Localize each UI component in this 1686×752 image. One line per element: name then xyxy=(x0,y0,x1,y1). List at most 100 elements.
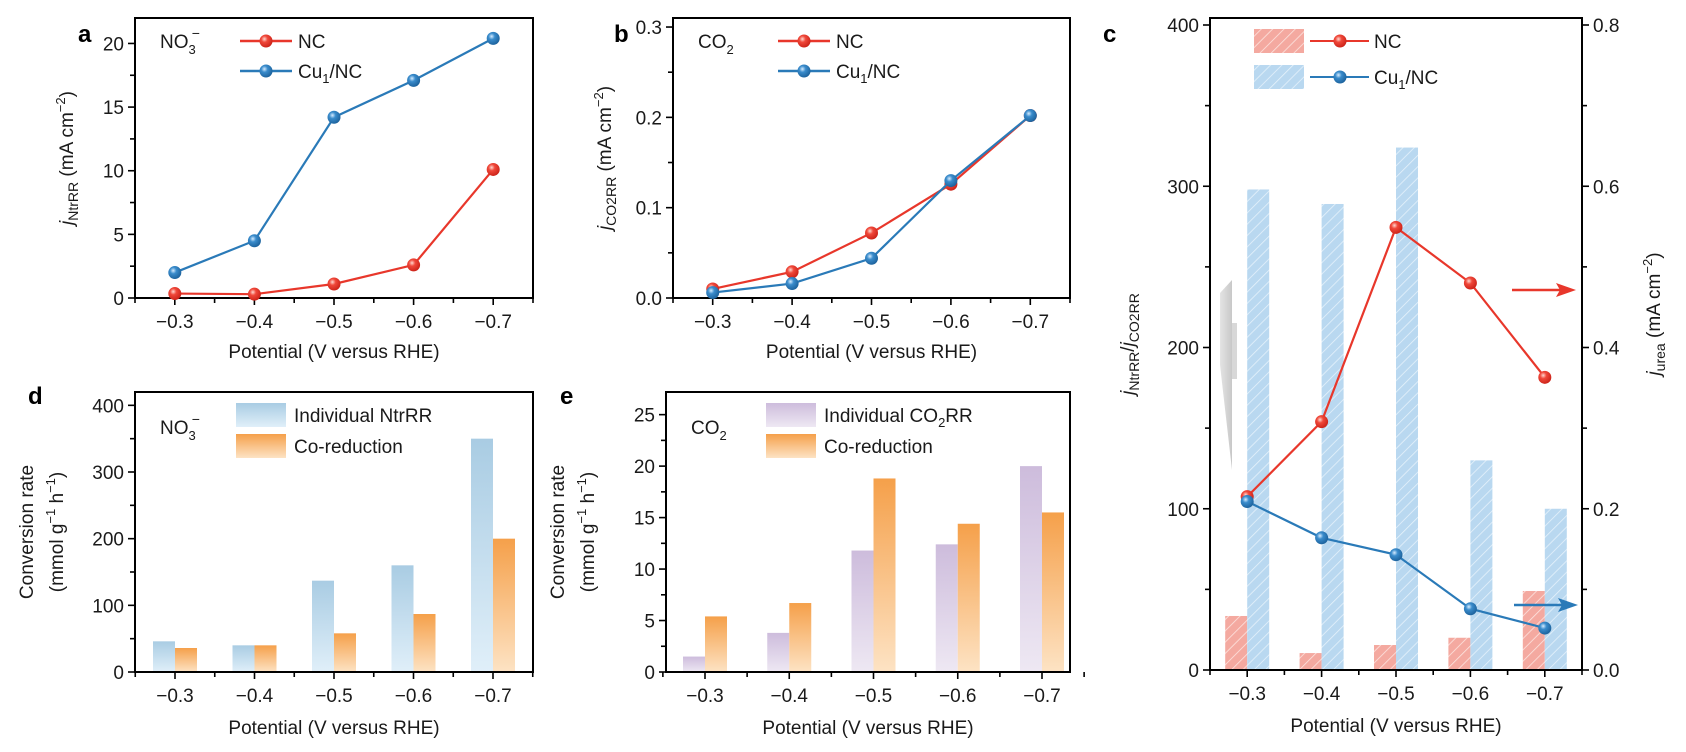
data-point xyxy=(327,110,341,124)
bar xyxy=(175,648,197,672)
legend-bar-swatch xyxy=(1254,65,1304,89)
y-tick-label: 0 xyxy=(644,663,655,684)
bar xyxy=(413,614,436,672)
legend-item: Cu1/NC xyxy=(240,62,362,86)
legend-marker xyxy=(1333,34,1347,48)
data-point xyxy=(785,265,799,279)
red-arrow-right xyxy=(1512,283,1576,297)
x-tick-label: −0.7 xyxy=(1526,684,1564,705)
bar xyxy=(1470,460,1493,670)
legend-marker xyxy=(259,34,273,48)
legend-label: Individual NtrRR xyxy=(294,406,432,427)
bar xyxy=(705,616,727,672)
data-point xyxy=(785,277,799,291)
x-axis-label: Potential (V versus RHE) xyxy=(766,342,977,363)
bar xyxy=(1374,645,1396,670)
y-left-axis-label: jNtrRR/jCO2RR xyxy=(1118,293,1142,398)
data-point xyxy=(1538,370,1552,384)
bars-co-reduction xyxy=(705,478,1064,672)
bar xyxy=(1042,512,1064,672)
x-axis-label: Potential (V versus RHE) xyxy=(228,718,439,739)
data-point xyxy=(1389,220,1403,234)
legend-item: Co-reduction xyxy=(766,434,933,458)
data-point xyxy=(486,162,500,176)
arrow-head xyxy=(1558,598,1578,612)
legend-item: Cu1/NC xyxy=(778,62,900,86)
legend-swatch xyxy=(236,403,286,427)
arrow-shaft xyxy=(1232,323,1237,379)
legend-label: Co-reduction xyxy=(824,437,933,458)
y-tick-label: 0.2 xyxy=(636,108,662,129)
bars-individual xyxy=(683,466,1042,672)
plot-frame xyxy=(134,17,534,299)
legend-label: Cu1/NC xyxy=(836,62,900,86)
legend-label: Individual CO2RR xyxy=(824,406,973,430)
bar xyxy=(153,641,175,672)
x-axis-label: Potential (V versus RHE) xyxy=(228,342,439,363)
x-tick-label: −0.6 xyxy=(1452,684,1490,705)
bar xyxy=(1448,637,1471,670)
series-line xyxy=(174,168,495,296)
x-tick-label: −0.3 xyxy=(694,312,732,333)
legend-item: NC xyxy=(1254,29,1401,53)
y-right-tick-label: 0.6 xyxy=(1593,177,1619,198)
series-nc xyxy=(706,109,1037,296)
data-point xyxy=(1023,109,1037,123)
x-tick-label: −0.7 xyxy=(474,686,512,707)
legend-item: Co-reduction xyxy=(236,434,403,458)
data-point xyxy=(1538,621,1552,635)
y-tick-label: 25 xyxy=(634,406,655,427)
legend-item: Cu1/NC xyxy=(1254,65,1438,92)
data-point xyxy=(486,31,500,45)
x-tick-label: −0.6 xyxy=(395,312,433,333)
x-tick-label: −0.7 xyxy=(474,312,512,333)
legend-swatch xyxy=(236,434,286,458)
legend-swatch xyxy=(766,434,816,458)
y-right-tick-label: 0.4 xyxy=(1593,339,1620,360)
y-tick-label: 300 xyxy=(92,463,124,484)
data-point xyxy=(407,73,421,87)
y-tick-label: 100 xyxy=(1167,500,1199,521)
species-annotation: CO2 xyxy=(691,418,727,443)
bars-individual xyxy=(153,438,493,672)
y-axis-label-line2: (mmol g−1 h−1) xyxy=(43,472,68,592)
bar xyxy=(851,550,874,672)
data-point xyxy=(1315,531,1329,545)
legend-marker xyxy=(797,34,811,48)
bar xyxy=(957,523,980,672)
x-tick-label: −0.3 xyxy=(156,686,194,707)
y-tick-label: 0 xyxy=(1188,661,1199,682)
x-tick-label: −0.3 xyxy=(686,686,724,707)
bar xyxy=(935,544,958,672)
y-tick-label: 400 xyxy=(1167,16,1199,37)
bar xyxy=(1522,590,1545,670)
bars-cu1-nc xyxy=(1247,147,1567,671)
bar xyxy=(391,565,414,672)
series-line xyxy=(712,114,1031,294)
bar xyxy=(789,603,812,672)
species-annotation: NO3− xyxy=(160,411,200,443)
bar xyxy=(1299,653,1322,670)
data-point xyxy=(327,277,341,291)
x-tick-label: −0.4 xyxy=(770,686,808,707)
data-point xyxy=(1463,276,1477,290)
y-axis-label-line1: Conversion rate xyxy=(548,465,569,599)
x-tick-label: −0.3 xyxy=(1228,684,1266,705)
panel-label: d xyxy=(28,383,43,410)
data-point xyxy=(1463,602,1477,616)
y-tick-label: 15 xyxy=(634,509,655,530)
panel-d: −0.3 −0.4 −0.5 −0.6 −0.7 0 100 200 300 400 d NO3− In… xyxy=(17,383,534,739)
legend-marker xyxy=(1333,70,1347,84)
x-axis-label: Potential (V versus RHE) xyxy=(1290,716,1501,737)
x-tick-label: −0.5 xyxy=(315,686,353,707)
x-tick-label: −0.4 xyxy=(773,312,811,333)
legend-label: Cu1/NC xyxy=(298,62,362,86)
data-point xyxy=(1315,415,1329,429)
bars-co-reduction xyxy=(175,538,515,672)
bar xyxy=(1321,203,1344,671)
x-tick-label: −0.7 xyxy=(1012,312,1050,333)
y-tick-label: 400 xyxy=(92,396,124,417)
blue-arrow-right xyxy=(1514,598,1578,612)
y-right-tick-label: 0.2 xyxy=(1593,500,1619,521)
